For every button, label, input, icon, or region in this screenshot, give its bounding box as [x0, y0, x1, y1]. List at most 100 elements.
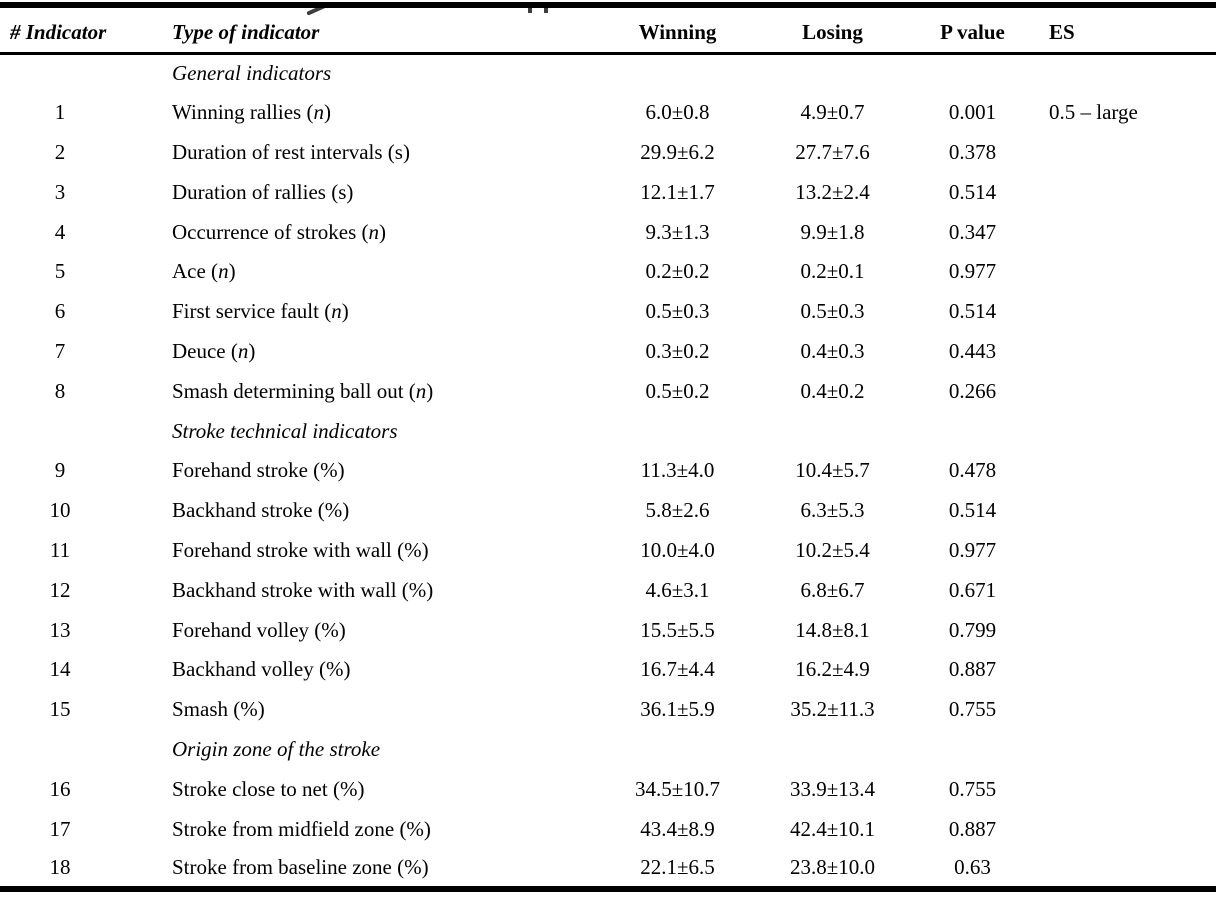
section-row: Stroke technical indicators [0, 411, 1216, 451]
cell-es-value [1025, 849, 1216, 889]
cell-winning-value [610, 53, 745, 93]
cell-es-value [1025, 332, 1216, 372]
cell-p-value: 0.514 [948, 179, 997, 204]
cell-type-of-indicator: Forehand stroke with wall (%) [172, 537, 429, 562]
cell-type-of-indicator: Backhand volley (%) [172, 657, 351, 682]
cell-type-of-indicator: Forehand volley (%) [172, 617, 346, 642]
caption-remnant-mark [528, 8, 532, 13]
cell-losing-value: 27.7±7.6 [795, 139, 870, 164]
table-row: 5 Ace (n) 0.2±0.2 0.2±0.1 0.977 [0, 252, 1216, 292]
cell-losing-value: 0.4±0.3 [800, 338, 865, 363]
table-row: 8 Smash determining ball out (n) 0.5±0.2 0.… [0, 371, 1216, 411]
cell-losing-value: 35.2±11.3 [790, 697, 875, 722]
cell-losing-value: 13.2±2.4 [795, 179, 870, 204]
cell-indicator-number [0, 53, 120, 93]
cell-p-value [920, 730, 1025, 770]
cell-indicator-number: 1 [54, 100, 66, 125]
table-row: 16 Stroke close to net (%) 34.5±10.7 33.9±1… [0, 769, 1216, 809]
cell-indicator-number: 12 [49, 577, 71, 602]
cell-p-value: 0.755 [948, 776, 997, 801]
table-row: 9 Forehand stroke (%) 11.3±4.0 10.4±5.7 0.47… [0, 451, 1216, 491]
cell-type-of-indicator: Occurrence of strokes (n) [172, 219, 386, 244]
cell-p-value: 0.514 [948, 498, 997, 523]
cell-winning-value [610, 411, 745, 451]
cell-indicator-number: 5 [54, 259, 66, 284]
cell-indicator-number: 17 [49, 816, 71, 841]
cell-type-of-indicator: Stroke close to net (%) [172, 776, 365, 801]
cell-indicator-number: 10 [49, 498, 71, 523]
cell-indicator-number: 18 [49, 854, 71, 879]
table-row: 15 Smash (%) 36.1±5.9 35.2±11.3 0.755 [0, 690, 1216, 730]
cell-p-value: 0.001 [948, 100, 997, 125]
cell-type-of-indicator: Winning rallies (n) [172, 100, 331, 125]
cell-winning-value: 6.0±0.8 [645, 100, 710, 125]
cell-winning-value: 29.9±6.2 [640, 139, 715, 164]
cell-p-value: 0.443 [948, 338, 997, 363]
table-row: 7 Deuce (n) 0.3±0.2 0.4±0.3 0.443 [0, 332, 1216, 372]
table-row: 3 Duration of rallies (s) 12.1±1.7 13.2±2.4… [0, 172, 1216, 212]
cell-p-value: 0.266 [948, 378, 997, 403]
cell-losing-value: 0.5±0.3 [800, 299, 865, 324]
cell-indicator-number: 3 [54, 179, 66, 204]
cell-indicator-number: 11 [49, 537, 71, 562]
table-row: 12 Backhand stroke with wall (%) 4.6±3.1 6.… [0, 570, 1216, 610]
cell-indicator-number [0, 730, 120, 770]
cell-es-value [1025, 769, 1216, 809]
cell-losing-value: 10.2±5.4 [795, 537, 870, 562]
header-type-of-indicator: Type of indicator [172, 19, 320, 44]
cell-losing-value: 6.8±6.7 [800, 577, 865, 602]
cell-p-value: 0.799 [948, 617, 997, 642]
cell-type-of-indicator: Backhand stroke with wall (%) [172, 577, 434, 602]
cell-winning-value: 36.1±5.9 [640, 697, 715, 722]
cell-winning-value: 12.1±1.7 [640, 179, 715, 204]
cell-type-of-indicator: Backhand stroke (%) [172, 498, 350, 523]
cell-winning-value: 15.5±5.5 [640, 617, 715, 642]
cell-es-value [1025, 451, 1216, 491]
header-losing: Losing [802, 19, 863, 44]
section-label: General indicators [172, 61, 332, 86]
cell-losing-value: 23.8±10.0 [789, 854, 876, 879]
table-row: 6 First service fault (n) 0.5±0.3 0.5±0.3 0.… [0, 292, 1216, 332]
cell-winning-value: 0.5±0.2 [645, 378, 710, 403]
caption-remnant-mark [544, 8, 548, 13]
cell-type-of-indicator: Smash (%) [172, 697, 265, 722]
cell-winning-value: 4.6±3.1 [645, 577, 710, 602]
cell-indicator-number: 16 [49, 776, 71, 801]
cell-es-value [1025, 610, 1216, 650]
cell-p-value: 0.887 [948, 657, 997, 682]
cell-p-value: 0.514 [948, 299, 997, 324]
cell-losing-value: 33.9±13.4 [789, 776, 876, 801]
section-row: General indicators [0, 53, 1216, 93]
cell-indicator-number: 13 [49, 617, 71, 642]
cell-p-value: 0.977 [948, 537, 997, 562]
cell-winning-value [610, 730, 745, 770]
cell-p-value [920, 411, 1025, 451]
cell-es-value [1025, 531, 1216, 571]
cell-type-of-indicator: Forehand stroke (%) [172, 458, 345, 483]
cell-indicator-number: 15 [49, 697, 71, 722]
cell-indicator-number: 4 [54, 219, 66, 244]
cell-type-of-indicator: Stroke from midfield zone (%) [172, 816, 431, 841]
table-row: 18 Stroke from baseline zone (%) 22.1±6.5 2… [0, 849, 1216, 889]
cell-type-of-indicator: Ace (n) [172, 259, 236, 284]
header-p-value: P value [940, 19, 1005, 44]
cell-winning-value: 11.3±4.0 [640, 458, 715, 483]
cell-losing-value: 6.3±5.3 [800, 498, 865, 523]
cell-winning-value: 0.2±0.2 [645, 259, 710, 284]
cell-indicator-number: 6 [54, 299, 66, 324]
cell-es-value [1025, 411, 1216, 451]
cell-winning-value: 5.8±2.6 [645, 498, 710, 523]
header-es: ES [1049, 19, 1075, 44]
cell-losing-value [745, 411, 920, 451]
cell-type-of-indicator: Stroke from baseline zone (%) [172, 854, 429, 879]
cell-winning-value: 0.3±0.2 [645, 338, 710, 363]
cell-es-value [1025, 212, 1216, 252]
cell-losing-value: 4.9±0.7 [800, 100, 865, 125]
cell-p-value: 0.378 [948, 139, 997, 164]
cell-winning-value: 0.5±0.3 [645, 299, 710, 324]
table-row: 2 Duration of rest intervals (s) 29.9±6.2 2… [0, 133, 1216, 173]
table-row: 11 Forehand stroke with wall (%) 10.0±4.0 1… [0, 531, 1216, 571]
cell-p-value [920, 53, 1025, 93]
cell-winning-value: 22.1±6.5 [640, 854, 715, 879]
